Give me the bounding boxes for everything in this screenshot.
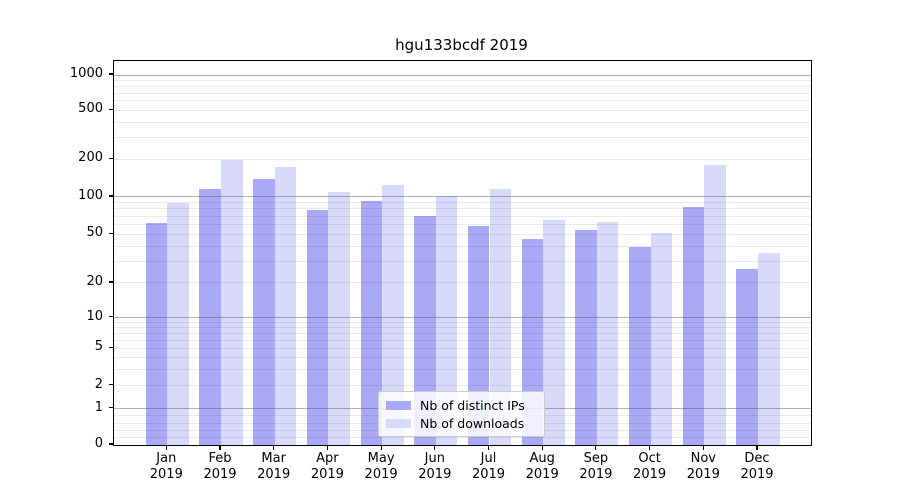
x-tick-label-oct: Oct 2019 [633, 451, 667, 482]
x-tick-mark-mar [273, 445, 275, 450]
y-tick-label-200: 200 [78, 150, 103, 166]
y-tick-mark-200 [108, 157, 113, 159]
bar-downloads-sep [596, 221, 619, 445]
y-tick-mark-50 [108, 232, 113, 234]
x-tick-mark-jul [487, 445, 490, 450]
x-tick-mark-jun [434, 445, 436, 450]
x-tick-label-dec: Dec 2019 [740, 451, 774, 482]
x-tick-mark-nov [702, 445, 704, 450]
bar-ips-mar [253, 179, 275, 445]
y-tick-mark-5 [108, 346, 113, 348]
y-tick-label-50: 50 [86, 225, 103, 241]
y-tick-label-20: 20 [86, 273, 103, 289]
bar-ips-oct [629, 247, 651, 445]
bar-downloads-nov [704, 164, 726, 445]
legend-label-downloads: Nb of downloads [420, 415, 525, 431]
legend-label-distinct-ips: Nb of distinct IPs [420, 398, 525, 414]
y-tick-label-0: 0 [94, 436, 103, 451]
x-tick-label-feb: Feb 2019 [203, 451, 237, 482]
legend-swatch-distinct-ips [386, 401, 411, 411]
x-tick-label-nov: Nov 2019 [686, 451, 720, 482]
y-tick-label-100: 100 [78, 187, 103, 203]
bar-downloads-jul [489, 188, 512, 445]
bar-ips-sep [575, 230, 597, 445]
legend-item-distinct-ips: Nb of distinct IPs [386, 397, 536, 415]
bar-ips-nov [682, 206, 705, 445]
bar-downloads-apr [328, 191, 350, 445]
y-tick-label-5: 5 [94, 339, 103, 355]
x-tick-label-apr: Apr 2019 [310, 451, 344, 482]
y-tick-label-1000: 1000 [69, 66, 103, 82]
bar-downloads-aug [543, 220, 565, 445]
x-tick-mark-jan [165, 445, 167, 450]
y-tick-mark-100 [108, 195, 113, 197]
bar-ips-apr [306, 210, 329, 445]
bar-downloads-dec [758, 253, 780, 445]
bar-downloads-jun [435, 196, 458, 445]
x-tick-mark-sep [595, 445, 597, 450]
y-tick-label-500: 500 [78, 101, 103, 117]
bar-downloads-feb [221, 159, 243, 445]
x-tick-mark-dec [756, 445, 758, 450]
plot-area: Nb of distinct IPs Nb of downloads [113, 60, 812, 446]
x-tick-label-sep: Sep 2019 [579, 451, 613, 482]
bar-ips-jul [467, 226, 490, 445]
y-tick-mark-500 [108, 108, 113, 110]
y-tick-label-2: 2 [94, 376, 103, 392]
y-tick-label-10: 10 [86, 308, 103, 324]
y-tick-mark-0 [108, 443, 113, 445]
bars-layer [114, 61, 811, 445]
legend-swatch-downloads [386, 418, 411, 428]
y-tick-mark-2 [108, 384, 113, 386]
chart-title: hgu133bcdf 2019 [395, 36, 528, 54]
x-tick-label-jan: Jan 2019 [149, 451, 183, 482]
bar-downloads-jan [167, 203, 189, 445]
y-tick-label-1: 1 [94, 399, 103, 415]
x-tick-mark-aug [541, 445, 543, 450]
x-tick-mark-may [380, 445, 382, 450]
x-tick-label-aug: Aug 2019 [525, 451, 559, 482]
bar-ips-may [360, 201, 383, 445]
x-tick-label-may: May 2019 [364, 451, 398, 482]
bar-ips-dec [736, 269, 758, 445]
bar-downloads-mar [274, 166, 297, 445]
x-tick-mark-oct [649, 445, 651, 450]
y-tick-mark-20 [108, 281, 113, 283]
x-tick-label-jul: Jul 2019 [471, 451, 506, 482]
bar-ips-jan [145, 222, 168, 445]
y-tick-mark-10 [108, 315, 113, 318]
y-tick-mark-1 [108, 407, 113, 409]
y-tick-mark-1000 [108, 73, 113, 75]
legend: Nb of distinct IPs Nb of downloads [378, 391, 545, 437]
bar-downloads-may [382, 184, 404, 445]
bar-downloads-oct [650, 233, 673, 445]
x-tick-label-mar: Mar 2019 [257, 451, 291, 482]
x-tick-label-jun: Jun 2019 [418, 451, 452, 482]
x-tick-mark-apr [326, 445, 328, 450]
bar-ips-feb [199, 188, 221, 445]
x-tick-mark-feb [219, 445, 221, 450]
legend-item-downloads: Nb of downloads [386, 415, 536, 433]
bar-ips-jun [414, 216, 436, 445]
